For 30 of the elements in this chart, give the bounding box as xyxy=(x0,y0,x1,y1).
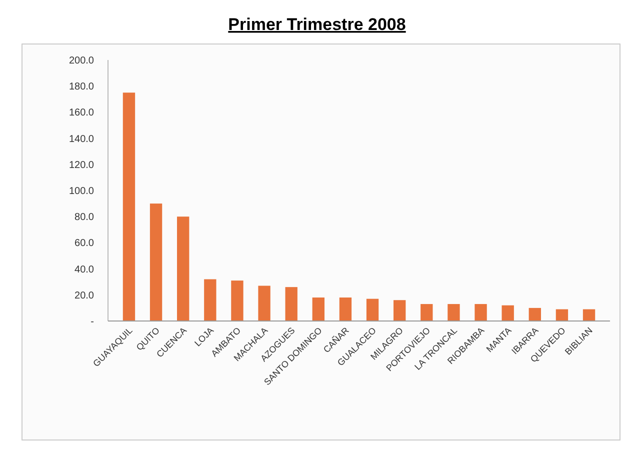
bar xyxy=(258,286,270,321)
y-tick-label: - xyxy=(90,316,94,328)
y-tick-label: 40.0 xyxy=(74,264,94,276)
y-tick-label: 60.0 xyxy=(74,238,94,250)
bar xyxy=(502,305,514,321)
bar xyxy=(231,280,244,321)
y-tick-label: 140.0 xyxy=(68,134,94,145)
y-tick-label: 100.0 xyxy=(68,186,94,197)
y-tick-label: 200.0 xyxy=(68,56,94,66)
y-tick-label: 80.0 xyxy=(74,212,94,224)
bar xyxy=(285,287,298,321)
bar xyxy=(204,279,216,321)
y-tick-label: 180.0 xyxy=(68,82,94,93)
bar xyxy=(448,304,460,321)
bar xyxy=(122,92,136,321)
bar xyxy=(420,304,433,321)
bar xyxy=(394,300,406,321)
y-tick-label: 160.0 xyxy=(68,108,94,119)
bar xyxy=(150,204,162,321)
bar xyxy=(339,298,352,321)
y-tick-label: 20.0 xyxy=(74,290,94,302)
bar xyxy=(556,309,568,321)
bar xyxy=(366,298,379,321)
bar xyxy=(528,308,541,321)
bar xyxy=(582,309,596,321)
bar xyxy=(177,216,190,321)
y-tick-label: 120.0 xyxy=(68,160,94,171)
chart-title: Primer Trimestre 2008 xyxy=(228,15,406,34)
bar xyxy=(474,304,487,321)
bar xyxy=(312,298,324,321)
